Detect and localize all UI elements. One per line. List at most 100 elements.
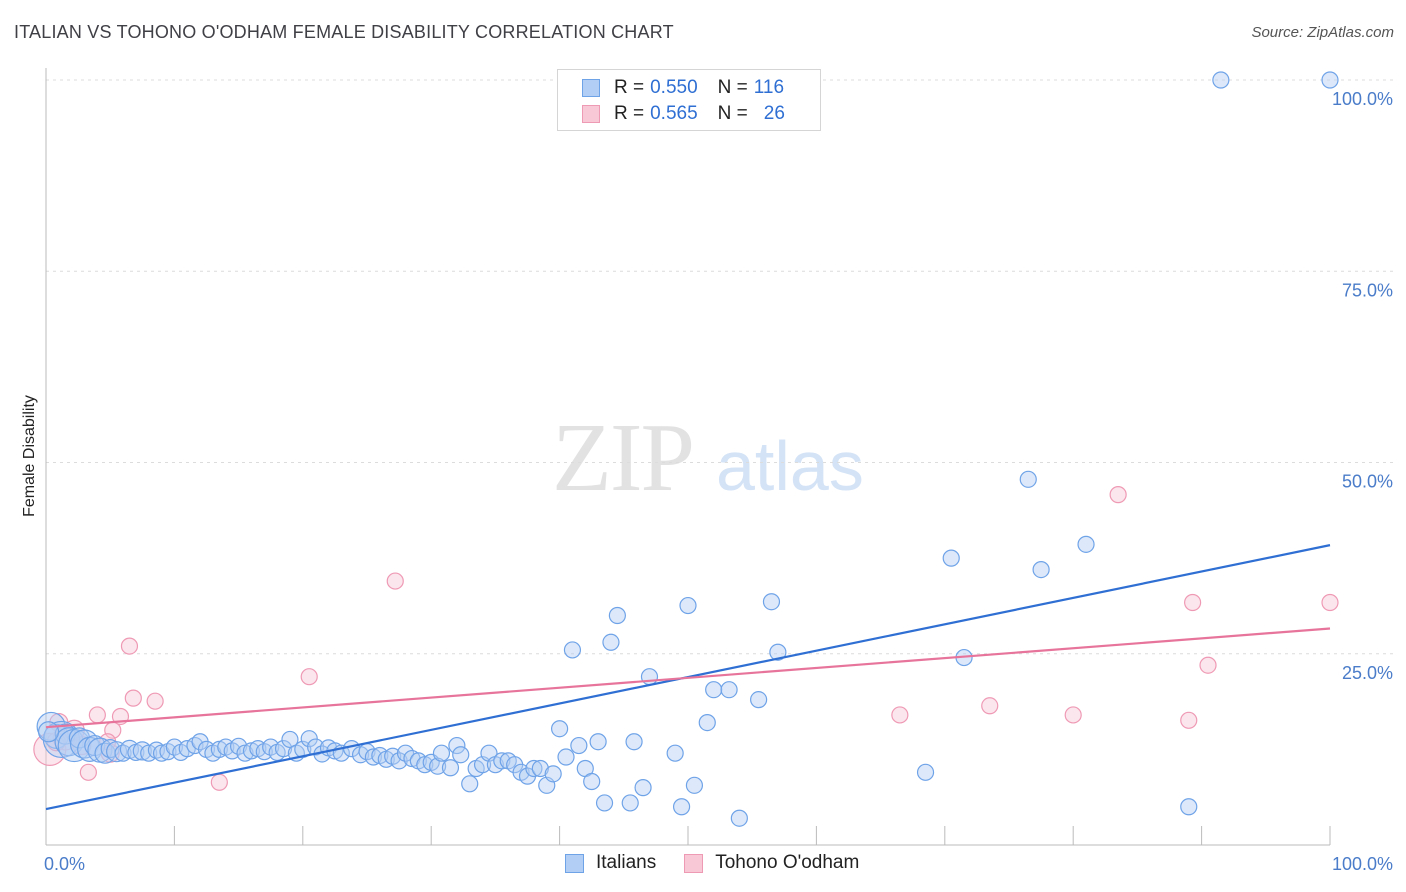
italian-point [1032, 560, 1050, 579]
trendlines [45, 544, 1331, 811]
tohono-point [210, 773, 228, 791]
italian-point [230, 737, 248, 755]
italian-point [602, 633, 620, 651]
legend-n-label: N = [717, 103, 748, 124]
italian-point [1019, 470, 1037, 488]
axes [45, 68, 1331, 846]
italian-point [589, 733, 607, 751]
italian-point [730, 809, 748, 827]
italian-point [762, 593, 781, 611]
italian-point [461, 775, 479, 793]
tohono-point [981, 697, 999, 715]
y-tick-label: 50.0% [1342, 472, 1393, 492]
tohono-point [1321, 593, 1339, 612]
italian-point [441, 759, 460, 777]
tohono-point [386, 572, 404, 590]
italian-point [583, 772, 601, 791]
legend-r-value: 0.550 [650, 77, 698, 98]
legend-row-italians: R = 0.550 N = 116 [582, 76, 784, 100]
italian-point [1321, 71, 1339, 89]
italian-point [531, 759, 549, 778]
tohono-point [124, 689, 142, 707]
legend-r-value: 0.565 [650, 103, 698, 124]
y-tick-label: 25.0% [1342, 663, 1393, 683]
italian-point [672, 798, 691, 816]
chart-title: ITALIAN VS TOHONO O'ODHAM FEMALE DISABIL… [14, 22, 674, 42]
italian-point [942, 549, 960, 567]
legend-item-italians[interactable]: Italians [565, 852, 656, 874]
legend-label-tohono: Tohono O'odham [715, 852, 860, 873]
italian-point [114, 744, 132, 762]
italian-point [685, 776, 704, 794]
italian-point [106, 741, 128, 763]
italian-point [448, 736, 466, 755]
series-legend: Italians Tohono O'odham [565, 852, 887, 874]
legend-r-label: R = [614, 77, 645, 98]
tick-labels: 25.0% 50.0% 75.0% 100.0% 0.0% 100.0% [44, 89, 1393, 874]
tohono-point [120, 637, 139, 655]
italian-point [634, 779, 652, 797]
italian-point [364, 748, 383, 766]
italian-point [1180, 798, 1198, 816]
italian-point [544, 765, 562, 783]
legend-n-label: N = [717, 77, 748, 98]
italian-point [666, 744, 684, 762]
italian-point [1077, 535, 1095, 553]
italian-point [493, 752, 511, 770]
tohono-point [1064, 706, 1082, 724]
tohono-point [1184, 593, 1202, 612]
source-label: Source: ZipAtlas.com [1251, 24, 1394, 41]
tohono-point [300, 668, 318, 686]
watermark-zip: ZIP [552, 404, 693, 512]
y-tick-label: 75.0% [1342, 280, 1393, 300]
italian-point [281, 730, 299, 749]
tohono-point [79, 763, 97, 781]
legend-r-label: R = [614, 103, 645, 124]
tohono-point [88, 706, 106, 724]
legend-label-italians: Italians [596, 852, 657, 873]
x-tick-label: 100.0% [1332, 854, 1393, 874]
italian-point [37, 721, 60, 743]
legend-n-value: 116 [753, 77, 785, 98]
italian-point [432, 744, 451, 762]
italian-point [769, 643, 787, 661]
tohono-trendline [45, 627, 1331, 729]
italian-point [698, 713, 716, 732]
stats-legend: R = 0.550 N = 116 R = 0.565 N = 26 [557, 69, 821, 131]
legend-swatch-tohono [684, 853, 704, 873]
italian-point [563, 641, 582, 659]
italian-point [750, 691, 768, 709]
italian-point [550, 720, 569, 738]
legend-swatch-tohono [582, 105, 600, 123]
tohono-point [891, 706, 909, 724]
tohono-point [1109, 486, 1127, 504]
y-axis-label: Female Disability [21, 395, 38, 517]
italian-point [720, 681, 738, 699]
italian-point [525, 759, 543, 778]
italian-point [621, 794, 639, 812]
italian-point [570, 736, 588, 755]
italian-point [452, 746, 470, 764]
italian-point [274, 740, 293, 758]
italian-point [916, 763, 935, 781]
tohono-point [1180, 711, 1198, 729]
legend-n-value: 26 [763, 103, 785, 124]
italian-point [1212, 71, 1230, 89]
x-tick-label: 0.0% [44, 854, 85, 874]
legend-row-tohono: R = 0.565 N = 26 [582, 102, 785, 126]
legend-swatch-italians [565, 853, 584, 873]
legend-item-tohono[interactable]: Tohono O'odham [684, 852, 859, 874]
watermark-atlas: atlas [716, 427, 864, 505]
italian-point [307, 738, 325, 756]
y-tick-label: 100.0% [1332, 89, 1393, 109]
italian-point [625, 733, 643, 751]
legend-swatch-italians [582, 79, 600, 97]
italian-point [595, 794, 614, 812]
tohono-point [1199, 656, 1217, 674]
italian-point [705, 681, 723, 699]
italian-point [132, 741, 152, 761]
italian-point [429, 757, 447, 775]
italian-point [608, 606, 626, 625]
tohono-point [146, 692, 164, 710]
italian-point [557, 748, 575, 766]
